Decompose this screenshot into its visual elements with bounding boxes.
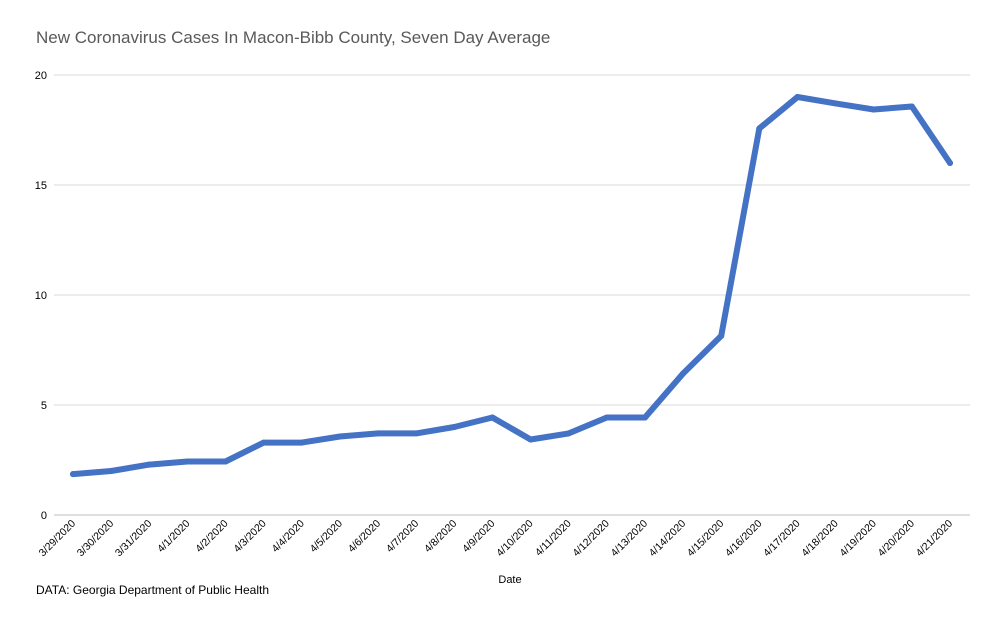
y-tick-label: 5 (41, 400, 47, 412)
y-tick-label: 0 (41, 510, 47, 522)
x-tick-label: 3/30/2020 (75, 518, 117, 560)
x-tick-label: 4/8/2020 (422, 518, 459, 555)
x-tick-label: 3/31/2020 (113, 518, 155, 560)
data-point (527, 436, 534, 443)
data-point (641, 414, 648, 421)
x-tick-label: 4/21/2020 (914, 518, 956, 560)
data-point (184, 458, 191, 465)
data-point (70, 471, 76, 478)
y-tick-label: 15 (35, 180, 47, 192)
data-point (908, 103, 915, 110)
chart-title: New Coronavirus Cases In Macon-Bibb Coun… (36, 28, 551, 47)
x-tick-label: 4/14/2020 (647, 518, 689, 560)
x-tick-label: 4/1/2020 (155, 518, 192, 555)
x-tick-label: 4/18/2020 (799, 518, 841, 560)
data-point (947, 160, 953, 166)
data-point (451, 424, 458, 430)
data-point (870, 106, 877, 113)
y-tick-labels: 0 5 10 15 20 (35, 70, 47, 522)
data-point (756, 125, 763, 132)
gridlines (54, 74, 970, 516)
data-point (489, 414, 496, 421)
x-axis-label: Date (498, 574, 521, 586)
x-tick-label: 4/15/2020 (685, 518, 727, 560)
series-group (70, 94, 953, 478)
data-point (222, 458, 229, 465)
x-tick-label: 4/13/2020 (609, 518, 651, 560)
data-point (146, 461, 153, 468)
x-tick-label: 4/10/2020 (494, 518, 536, 560)
data-point (260, 439, 267, 446)
data-point (375, 430, 382, 437)
data-point (603, 414, 610, 421)
x-tick-label: 4/4/2020 (270, 518, 307, 555)
x-tick-label: 4/20/2020 (875, 518, 917, 560)
x-tick-label: 4/3/2020 (231, 518, 268, 555)
data-point (336, 433, 343, 440)
series-line (70, 94, 953, 478)
x-tick-label: 4/7/2020 (384, 518, 421, 555)
y-tick-label: 20 (35, 70, 47, 82)
data-point (298, 439, 305, 446)
x-tick-label: 4/11/2020 (533, 518, 574, 559)
source-note: DATA: Georgia Department of Public Healt… (36, 583, 269, 597)
data-point (718, 332, 725, 339)
data-point (680, 370, 687, 377)
x-tick-label: 4/17/2020 (761, 518, 803, 560)
x-tick-label: 4/9/2020 (460, 518, 497, 555)
x-tick-label: 4/12/2020 (570, 518, 612, 560)
x-tick-label: 4/6/2020 (346, 518, 383, 555)
x-tick-label: 3/29/2020 (37, 518, 79, 560)
data-point (108, 468, 115, 474)
data-point (832, 100, 839, 107)
x-tick-label: 4/19/2020 (837, 518, 879, 560)
x-tick-label: 4/16/2020 (723, 518, 765, 560)
data-point (413, 430, 420, 437)
data-point (565, 430, 572, 437)
data-point (794, 94, 801, 100)
x-tick-label: 4/5/2020 (308, 518, 345, 555)
x-tick-label: 4/2/2020 (193, 518, 230, 555)
y-tick-label: 10 (35, 290, 47, 302)
